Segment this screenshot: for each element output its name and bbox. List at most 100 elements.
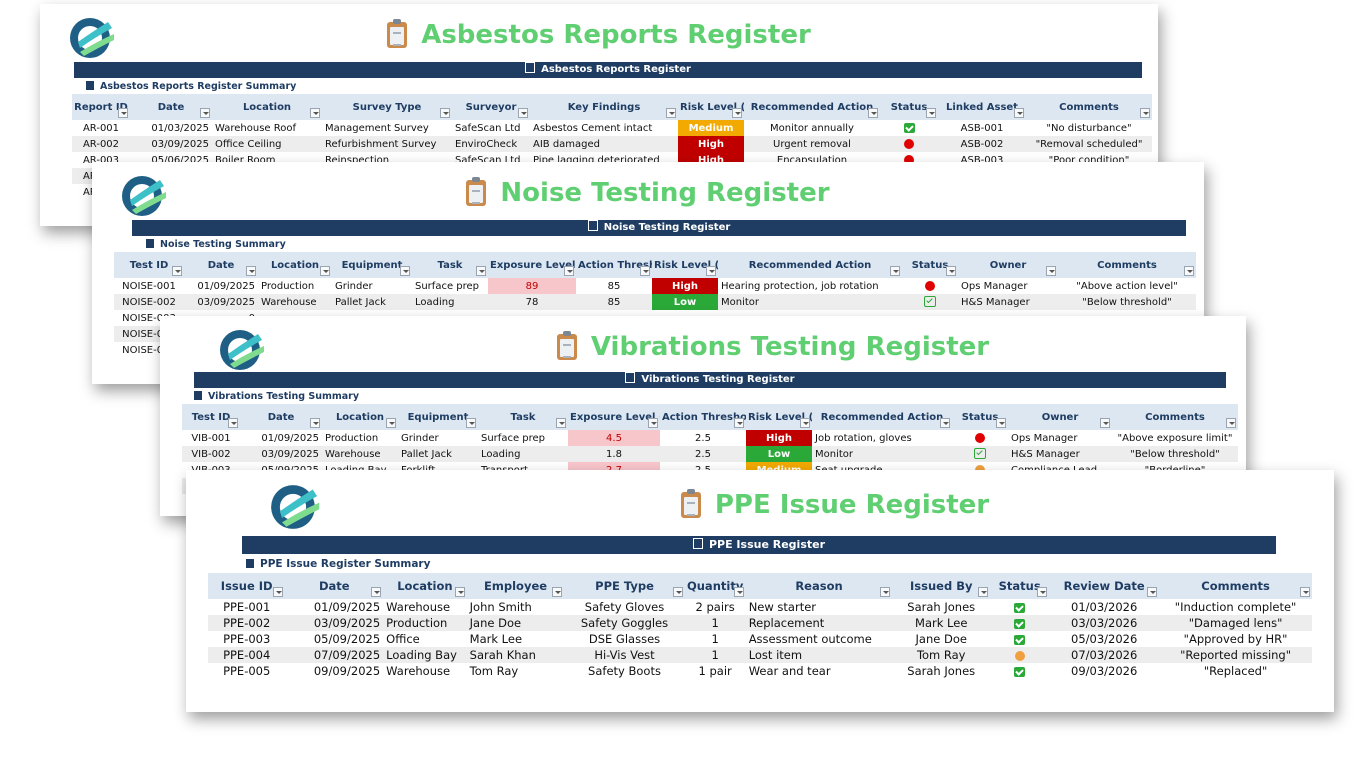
column-header: Status bbox=[990, 573, 1050, 599]
clipboard-icon bbox=[466, 177, 487, 206]
table-row[interactable]: PPE-005 09/09/2025 Warehouse Tom Ray Safety … bbox=[208, 663, 1312, 679]
table-row[interactable]: VIB-002 03/09/2025 Warehouse Pallet Jack Loa… bbox=[182, 446, 1238, 462]
filter-dropdown-icon[interactable] bbox=[672, 587, 683, 597]
recommended-action-cell: Urgent removal bbox=[744, 136, 880, 152]
review-date-cell: 05/03/2026 bbox=[1071, 632, 1138, 646]
table-row[interactable]: AR-002 03/09/2025 Office Ceiling Refurbishm… bbox=[72, 136, 1152, 152]
equipment-cell: Pallet Jack bbox=[398, 446, 478, 462]
column-header-label: Risk Level (H/M/L) bbox=[748, 411, 812, 423]
filter-dropdown-icon[interactable] bbox=[118, 108, 128, 118]
column-header: Recommended Action bbox=[812, 404, 952, 430]
summary-label: PPE Issue Register Summary bbox=[260, 558, 431, 570]
filter-dropdown-icon[interactable] bbox=[200, 108, 210, 118]
filter-dropdown-icon[interactable] bbox=[1014, 108, 1024, 118]
filter-dropdown-icon[interactable] bbox=[440, 108, 450, 118]
filter-dropdown-icon[interactable] bbox=[880, 587, 891, 597]
filter-dropdown-icon[interactable] bbox=[518, 108, 528, 118]
filter-dropdown-icon[interactable] bbox=[556, 418, 566, 428]
filter-dropdown-icon[interactable] bbox=[1300, 587, 1310, 597]
employee-cell: Sarah Khan bbox=[466, 647, 565, 663]
table-row[interactable]: NOISE-001 01/09/2025 Production Grinder Surf… bbox=[114, 278, 1196, 294]
column-header: Owner bbox=[1008, 404, 1112, 430]
filter-dropdown-icon[interactable] bbox=[386, 418, 396, 428]
filter-dropdown-icon[interactable] bbox=[996, 418, 1006, 428]
page-title: Noise Testing Register bbox=[500, 178, 830, 208]
column-header: Quantity bbox=[684, 573, 746, 599]
filter-dropdown-icon[interactable] bbox=[228, 418, 238, 428]
filter-dropdown-icon[interactable] bbox=[310, 108, 320, 118]
table-body: PPE-001 01/09/2025 Warehouse John Smith Safe… bbox=[208, 599, 1312, 679]
filter-dropdown-icon[interactable] bbox=[640, 266, 650, 276]
filter-dropdown-icon[interactable] bbox=[978, 587, 989, 597]
column-header-label: Report ID bbox=[74, 101, 128, 113]
table-row[interactable]: VIB-001 01/09/2025 Production Grinder Surfac… bbox=[182, 430, 1238, 446]
table-row[interactable]: AR-001 01/03/2025 Warehouse Roof Management… bbox=[72, 120, 1152, 136]
filter-dropdown-icon[interactable] bbox=[734, 418, 744, 428]
status-cell bbox=[880, 152, 938, 168]
filter-dropdown-icon[interactable] bbox=[1100, 418, 1110, 428]
filter-dropdown-icon[interactable] bbox=[940, 418, 950, 428]
status-cell bbox=[990, 631, 1049, 647]
date-cell: 05/09/2025 bbox=[313, 632, 381, 646]
filter-dropdown-icon[interactable] bbox=[732, 108, 742, 118]
column-header: Recommended Action bbox=[718, 252, 902, 278]
filter-dropdown-icon[interactable] bbox=[273, 587, 284, 597]
column-header-label: Owner bbox=[1041, 411, 1079, 423]
column-header-label: Surveyor bbox=[465, 101, 517, 113]
status-cell bbox=[952, 430, 1008, 446]
column-header: Survey Type bbox=[322, 94, 452, 120]
filter-dropdown-icon[interactable] bbox=[371, 587, 382, 597]
test-id-cell: NOISE-003 bbox=[122, 312, 176, 324]
column-header-label: Status bbox=[890, 101, 928, 113]
page-title: PPE Issue Register bbox=[714, 490, 990, 520]
filter-dropdown-icon[interactable] bbox=[648, 418, 658, 428]
column-header-label: Location bbox=[242, 101, 292, 113]
review-date-cell: 09/03/2026 bbox=[1071, 664, 1138, 678]
task-cell: Surface prep bbox=[415, 280, 480, 292]
filter-dropdown-icon[interactable] bbox=[946, 266, 956, 276]
filter-dropdown-icon[interactable] bbox=[666, 108, 676, 118]
filter-dropdown-icon[interactable] bbox=[1226, 418, 1236, 428]
filter-dropdown-icon[interactable] bbox=[868, 108, 878, 118]
filter-dropdown-icon[interactable] bbox=[1147, 587, 1158, 597]
comments-cell: "Above action level" bbox=[1076, 280, 1178, 292]
column-header: Equipment bbox=[332, 252, 412, 278]
filter-dropdown-icon[interactable] bbox=[1037, 587, 1048, 597]
filter-dropdown-icon[interactable] bbox=[552, 587, 563, 597]
filter-dropdown-icon[interactable] bbox=[466, 418, 476, 428]
filter-dropdown-icon[interactable] bbox=[733, 587, 744, 597]
table-row[interactable]: PPE-003 05/09/2025 Office Mark Lee DSE Glass… bbox=[208, 631, 1312, 647]
filter-dropdown-icon[interactable] bbox=[400, 266, 410, 276]
filter-dropdown-icon[interactable] bbox=[800, 418, 810, 428]
ppe-type-cell: Hi-Vis Vest bbox=[564, 647, 685, 663]
summary-heading: Noise Testing Summary bbox=[146, 239, 286, 250]
filter-dropdown-icon[interactable] bbox=[564, 266, 574, 276]
risk-level-cell: High bbox=[746, 430, 812, 446]
filter-dropdown-icon[interactable] bbox=[1140, 108, 1150, 118]
table-row[interactable]: PPE-002 03/09/2025 Production Jane Doe Safet… bbox=[208, 615, 1312, 631]
status-red-dot-icon bbox=[975, 432, 985, 443]
filter-dropdown-icon[interactable] bbox=[926, 108, 936, 118]
comments-cell: "Damaged lens" bbox=[1159, 615, 1312, 631]
filter-dropdown-icon[interactable] bbox=[310, 418, 320, 428]
column-header: Key Findings bbox=[530, 94, 678, 120]
column-header-label: Equipment bbox=[407, 411, 469, 423]
filter-dropdown-icon[interactable] bbox=[706, 266, 716, 276]
filter-dropdown-icon[interactable] bbox=[476, 266, 486, 276]
issue-id-cell: PPE-005 bbox=[223, 664, 271, 678]
filter-dropdown-icon[interactable] bbox=[454, 587, 465, 597]
task-cell: Loading bbox=[412, 294, 488, 310]
table-row[interactable]: PPE-001 01/09/2025 Warehouse John Smith Safe… bbox=[208, 599, 1312, 615]
table-row[interactable]: PPE-004 07/09/2025 Loading Bay Sarah Khan Hi… bbox=[208, 647, 1312, 663]
risk-level-cell: Low bbox=[652, 294, 718, 310]
recommended-action-cell: Monitor bbox=[718, 294, 902, 310]
filter-dropdown-icon[interactable] bbox=[320, 266, 330, 276]
filter-dropdown-icon[interactable] bbox=[1184, 266, 1194, 276]
filter-dropdown-icon[interactable] bbox=[1046, 266, 1056, 276]
filter-dropdown-icon[interactable] bbox=[890, 266, 900, 276]
filter-dropdown-icon[interactable] bbox=[246, 266, 256, 276]
banner-label: Noise Testing Register bbox=[603, 222, 731, 233]
column-header-label: Review Date bbox=[1063, 578, 1145, 593]
filter-dropdown-icon[interactable] bbox=[172, 266, 182, 276]
table-row[interactable]: NOISE-002 03/09/2025 Warehouse Pallet Jack L… bbox=[114, 294, 1196, 310]
